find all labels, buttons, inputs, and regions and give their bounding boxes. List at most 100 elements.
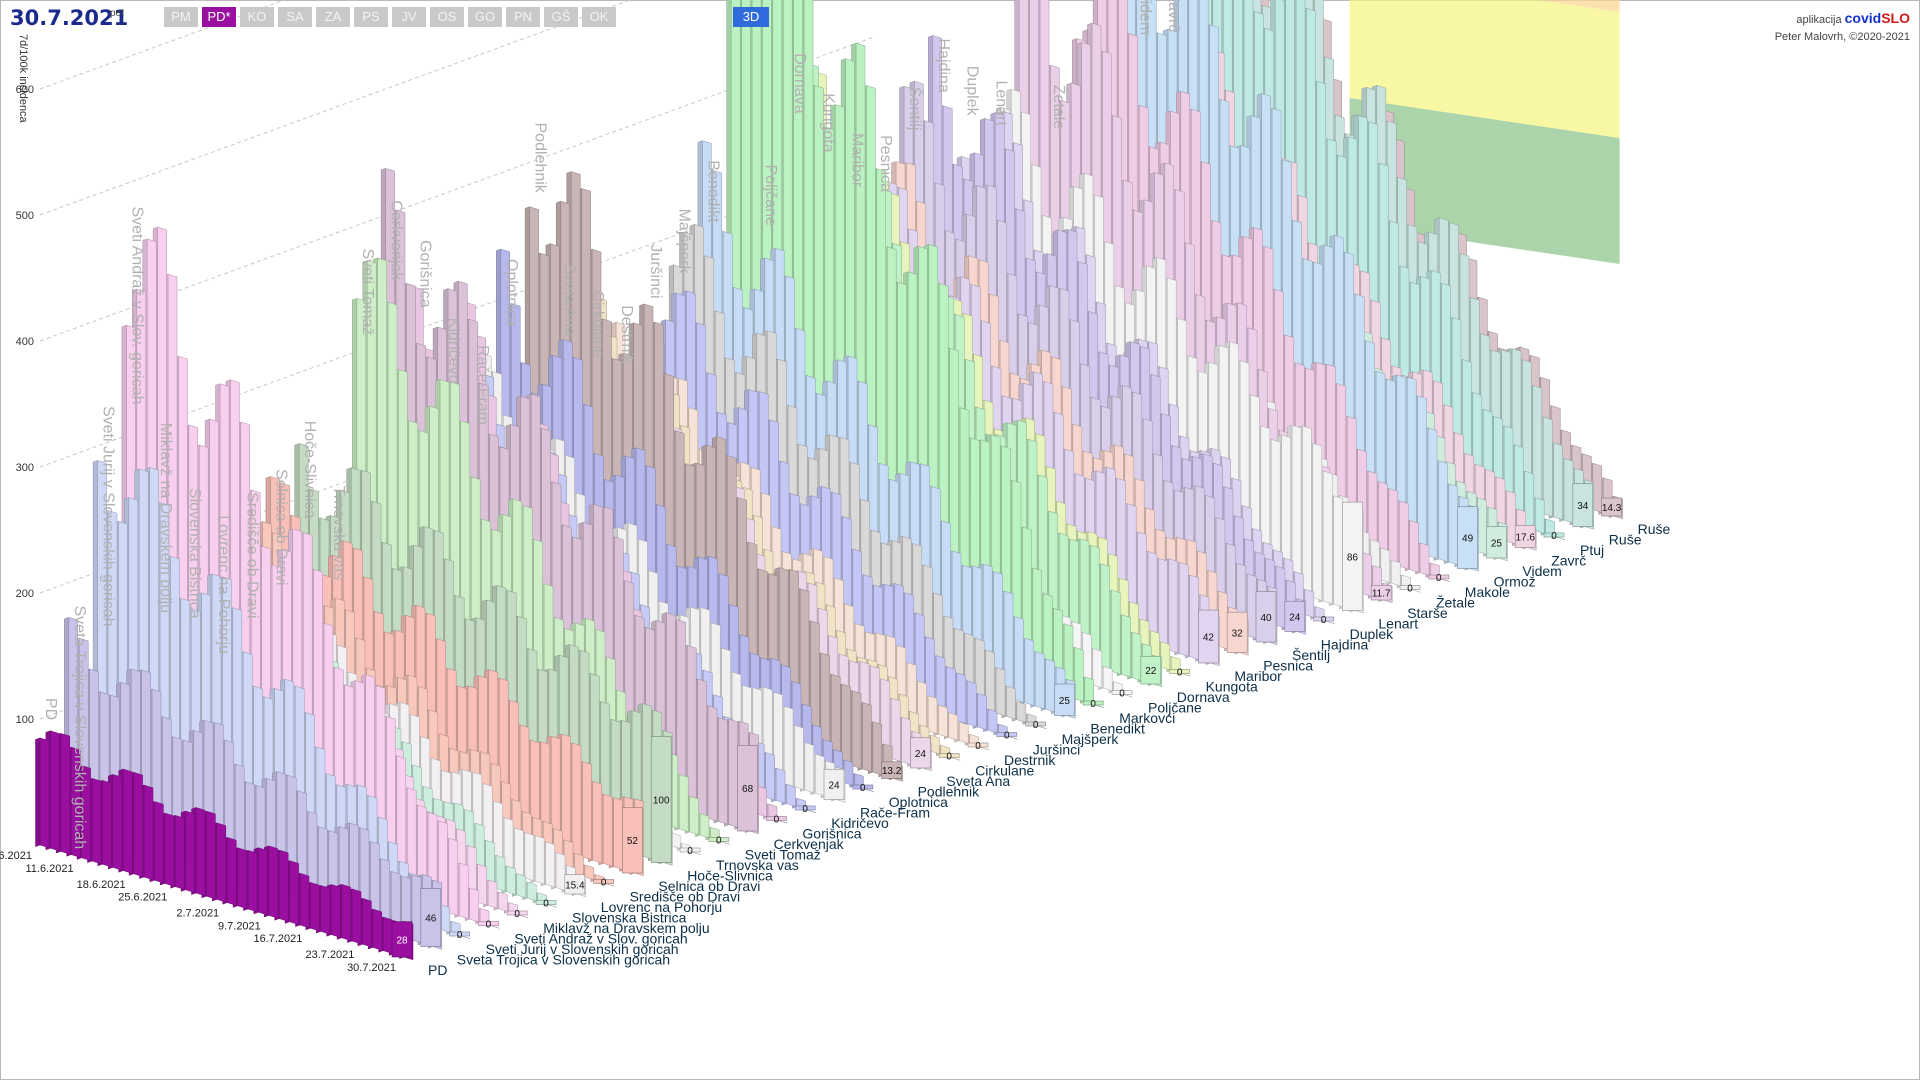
brand-slo[interactable]: SLO [1881,10,1910,26]
tab-8[interactable]: GO [468,7,502,27]
bar-0-20 [247,850,258,913]
bar-2-35 [461,935,471,940]
series-label-0: PD [428,962,447,978]
bar-35-35 [1411,589,1422,593]
y-axis-label: 7d/100k incidenca [17,34,29,124]
bar-0-13 [174,815,185,890]
series-back-label-11: Sveti Tomaž [359,249,376,336]
tab-1[interactable]: PD* [202,7,236,27]
bar-25-33 [1102,665,1113,692]
bar-0-21 [258,847,268,916]
series-back-label-19: Cirkulane [589,291,606,359]
tab-5[interactable]: PS [354,7,388,27]
current-value-25: 0 [1119,689,1125,700]
current-value-30: 40 [1260,613,1272,624]
tab-6[interactable]: JV [392,7,426,27]
bar-side-0-0 [35,737,41,847]
bar-side-14-35 [802,809,808,812]
bar-28-32 [1178,562,1189,657]
bar-20-35 [979,746,990,751]
current-value-9: 100 [653,796,670,807]
bar-8-30 [582,761,592,861]
grid-line-4 [39,0,632,216]
bar-8-32 [602,793,613,867]
current-value-24: 0 [1090,699,1096,710]
bar-0-7 [112,774,123,871]
bar-15-30 [783,705,794,787]
bar-24-35 [1095,704,1105,709]
bar-25-31 [1082,631,1092,685]
bar-4-35 [519,914,529,919]
bar-0-14 [185,810,195,893]
bar-21-31 [966,680,977,727]
bar-side-36-35 [1436,578,1441,581]
current-value-37: 49 [1462,534,1474,545]
tab-3[interactable]: SA [278,7,312,27]
current-value-27: 0 [1177,668,1183,679]
bar-12-33 [728,718,739,828]
current-value-8: 52 [627,836,639,847]
current-value-14: 0 [802,804,808,815]
bar-31-33 [1275,565,1286,629]
bar-22-31 [995,667,1006,717]
current-value-39: 17.6 [1515,532,1535,543]
series-back-label-1: Sveta Trojica v Slovenskih goricah [71,606,88,850]
bar-0-11 [154,801,164,884]
bar-side-19-35 [946,757,952,760]
bar-12-32 [718,717,728,825]
bar-11-33 [699,813,710,839]
series-back-label-39: Zavrč [1165,0,1182,32]
tab-0[interactable]: PM [164,7,198,27]
series-back-label-17: Podlehnik [532,123,549,194]
bar-6-29 [514,827,524,878]
bar-0-28 [330,884,341,938]
bar-23-30 [1014,616,1024,703]
series-back-label-2: Sveti Jurij v Slovenskih goricah [100,406,117,627]
app-credit: aplikacija covidSLO Peter Malovrh, ©2020… [1775,10,1910,46]
bar-26-30 [1100,563,1111,672]
bar-7-32 [574,852,584,878]
bar-0-10 [143,784,154,881]
bar-0-9 [133,771,143,877]
bar-26-32 [1121,614,1131,678]
series-back-label-32: Duplek [964,66,981,117]
series-back-label-22: Majšperk [676,209,693,275]
bar-32-35 [1325,620,1335,625]
tab-4[interactable]: ZA [316,7,350,27]
bar-28-33 [1189,574,1199,660]
tab-9[interactable]: PN [506,7,540,27]
bar-37-31 [1427,427,1438,559]
bar-1-33 [411,874,422,944]
view-3d-button[interactable]: 3D [733,7,769,27]
tab-7[interactable]: OS [430,7,464,27]
x-tick-3: 25.6.2021 [118,892,167,904]
bar-36-30 [1388,488,1399,567]
bar-27-35 [1181,673,1191,677]
tab-11[interactable]: OK [582,7,616,27]
current-value-22: 0 [1033,720,1039,731]
bar-41-33 [1563,458,1574,524]
bar-13-33 [757,785,767,818]
bar-36-31 [1398,500,1409,570]
bar-side-20-35 [975,746,981,749]
bar-41-30 [1532,385,1543,514]
threshold-bands [1349,0,1620,264]
bar-14-32 [775,767,786,804]
y-tick-1: 200 [16,588,34,600]
weekday-label: pet [110,8,124,19]
tab-2[interactable]: KO [240,7,274,27]
current-value-21: 0 [1004,731,1010,742]
threshold-band-0 [1349,98,1620,264]
bar-34-33 [1362,552,1372,597]
bar-13-35 [778,820,788,824]
current-value-41: 34 [1577,501,1589,512]
brand-covid[interactable]: covid [1844,10,1882,26]
bar-41-31 [1542,416,1553,517]
bar-20-29 [917,680,927,731]
bar-side-22-35 [1033,725,1038,728]
current-value-6: 15.4 [565,880,585,891]
y-tick-4: 500 [16,210,34,222]
tab-10[interactable]: GŠ [544,7,578,27]
bars [35,0,1623,961]
